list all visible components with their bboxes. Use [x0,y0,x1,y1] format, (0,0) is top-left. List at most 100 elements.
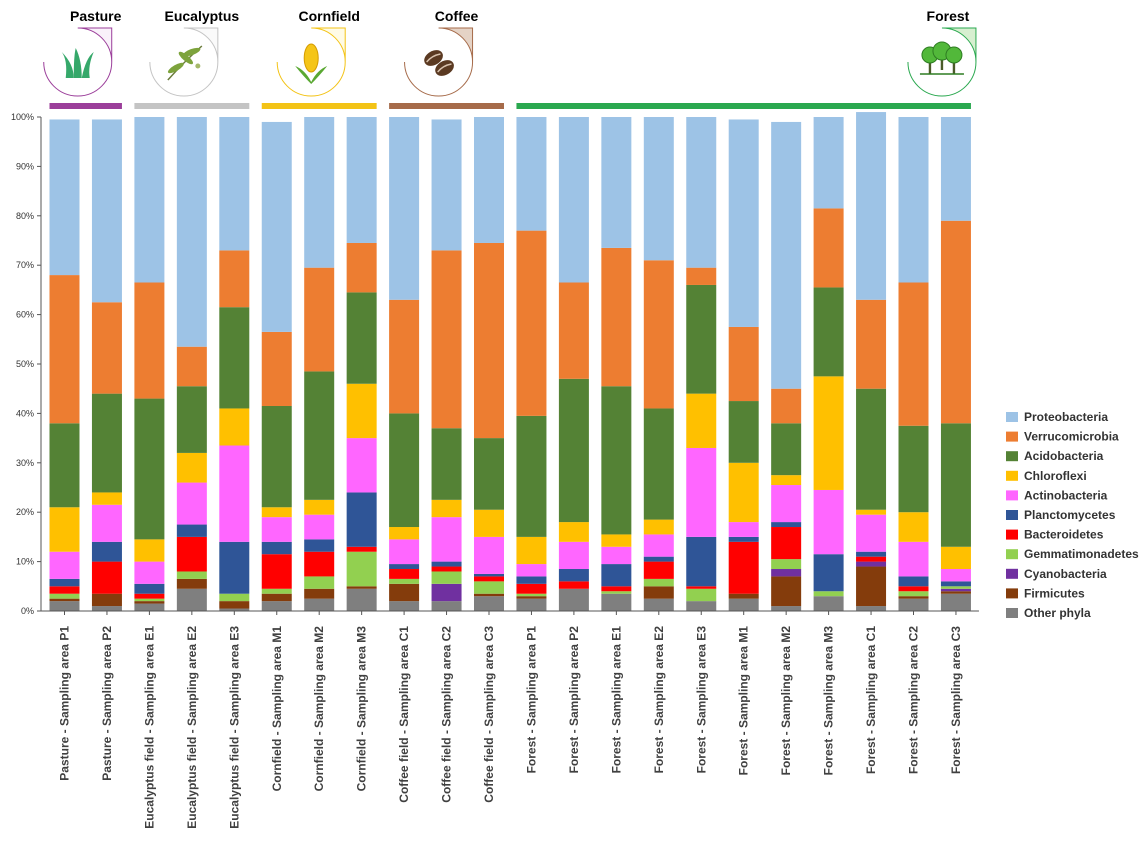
x-tick-label: Forest - Sampling area P1 [524,626,538,774]
bar-segment-acidobacteria [898,425,929,513]
bar-segment-acidobacteria [176,386,207,453]
bar-segment-acidobacteria [813,287,844,377]
bar-segment-proteobacteria [346,117,377,243]
bar-segment-planctomycetes [261,541,292,555]
bar-segment-acidobacteria [134,398,165,540]
y-tick-label: 70% [16,260,34,270]
bar-segment-chloroflexi [91,492,122,505]
bar-segment-acidobacteria [728,401,759,463]
bar-segment-bacteroidetes [643,561,674,579]
bar-stack [431,119,462,611]
legend-item-other-phyla: Other phyla [1006,606,1091,620]
bar-segment-proteobacteria [91,119,122,303]
bar-segment-chloroflexi [176,452,207,483]
bar-segment-proteobacteria [516,117,547,231]
bar-stack [261,121,292,611]
bar-segment-bacteroidetes [261,554,292,589]
bar-segment-gemmatimonadetes [346,551,377,587]
bar-segment-other-phyla [261,601,292,611]
bar-segment-actinobacteria [91,504,122,542]
legend-label: Proteobacteria [1024,410,1108,424]
bar-segment-proteobacteria [940,117,971,221]
bar-segment-proteobacteria [856,112,887,300]
bar-segment-proteobacteria [601,117,632,248]
icon-badge [43,27,113,97]
legend-label: Firmicutes [1024,586,1085,600]
x-tick-label: Pasture - Sampling area P1 [58,626,72,781]
bar-segment-bacteroidetes [728,541,759,594]
x-tick-label: Forest - Sampling area M2 [779,626,793,776]
leaf [167,62,184,74]
bar-segment-other-phyla [558,588,589,611]
legend-swatch [1006,451,1018,462]
bar-segment-cyanobacteria [856,561,887,567]
bar-segment-proteobacteria [474,117,504,243]
bar-segment-acidobacteria [91,393,122,493]
grass-blade [81,52,94,78]
bar-stack [940,117,971,611]
bar-segment-chloroflexi [898,512,929,542]
grass-icon [61,48,94,78]
bar-segment-actinobacteria [686,447,717,537]
bar-segment-planctomycetes [516,576,547,584]
bar-stack [49,119,80,611]
bar-stack [771,121,802,611]
bar-segment-firmicutes [474,593,504,597]
bar-segment-gemmatimonadetes [601,591,632,594]
bar-segment-actinobacteria [898,541,929,577]
bar-segment-planctomycetes [898,576,929,587]
bar-segment-bacteroidetes [91,561,122,594]
bar-segment-planctomycetes [134,583,165,594]
bar-segment-other-phyla [176,588,207,611]
bar-segment-proteobacteria [558,117,589,283]
bar-segment-acidobacteria [431,428,462,500]
bar-segment-planctomycetes [728,536,759,542]
legend-label: Planctomycetes [1024,508,1116,522]
legend-swatch [1006,510,1018,520]
bar-segment-gemmatimonadetes [898,591,929,597]
group-band [389,103,504,109]
bar-segment-acidobacteria [49,423,80,508]
grass-blade [73,48,82,78]
bar-segment-firmicutes [49,598,80,602]
group-band [49,103,122,109]
bar-segment-other-phyla [91,606,122,611]
bar-segment-bacteroidetes [898,586,929,592]
bar-stack [728,119,759,611]
bar-segment-verrucomicrobia [176,346,207,387]
bar-segment-firmicutes [91,593,122,607]
bar-segment-gemmatimonadetes [134,598,165,602]
bar-segment-gemmatimonadetes [49,593,80,599]
y-tick-label: 100% [11,112,34,122]
bar-segment-cyanobacteria [431,583,462,602]
x-tick-label: Forest - Sampling area C1 [864,626,878,774]
bar-segment-other-phyla [49,601,80,611]
legend-item-planctomycetes: Planctomycetes [1006,508,1116,522]
bar-segment-bacteroidetes [601,586,632,592]
bar-segment-other-phyla [219,608,250,611]
y-tick-label: 90% [16,161,34,171]
bar-segment-actinobacteria [389,539,420,565]
legend-item-chloroflexi: Chloroflexi [1006,469,1087,483]
tree-crown [945,46,963,64]
bar-segment-verrucomicrobia [304,267,335,372]
bar-segment-chloroflexi [516,536,547,565]
bar-stack [176,117,207,611]
corn-cob [303,43,319,73]
eucalyptus-leaf-icon [167,45,203,81]
group-label: Forest [927,8,970,24]
bar-segment-bacteroidetes [686,586,717,589]
bar-segment-actinobacteria [261,517,292,542]
bar-stack [856,112,887,611]
bar-segment-gemmatimonadetes [686,588,717,602]
bar-segment-other-phyla [346,588,377,611]
bar-segment-verrucomicrobia [389,299,420,414]
bar-segment-verrucomicrobia [898,282,929,426]
bar-segment-acidobacteria [558,378,589,523]
bar-segment-proteobacteria [643,117,674,261]
x-tick-label: Coffee field - Sampling area C3 [482,626,496,803]
bar-segment-bacteroidetes [49,586,80,594]
bar-segment-gemmatimonadetes [304,576,335,589]
bar-segment-acidobacteria [771,423,802,476]
bar-segment-gemmatimonadetes [940,586,971,589]
